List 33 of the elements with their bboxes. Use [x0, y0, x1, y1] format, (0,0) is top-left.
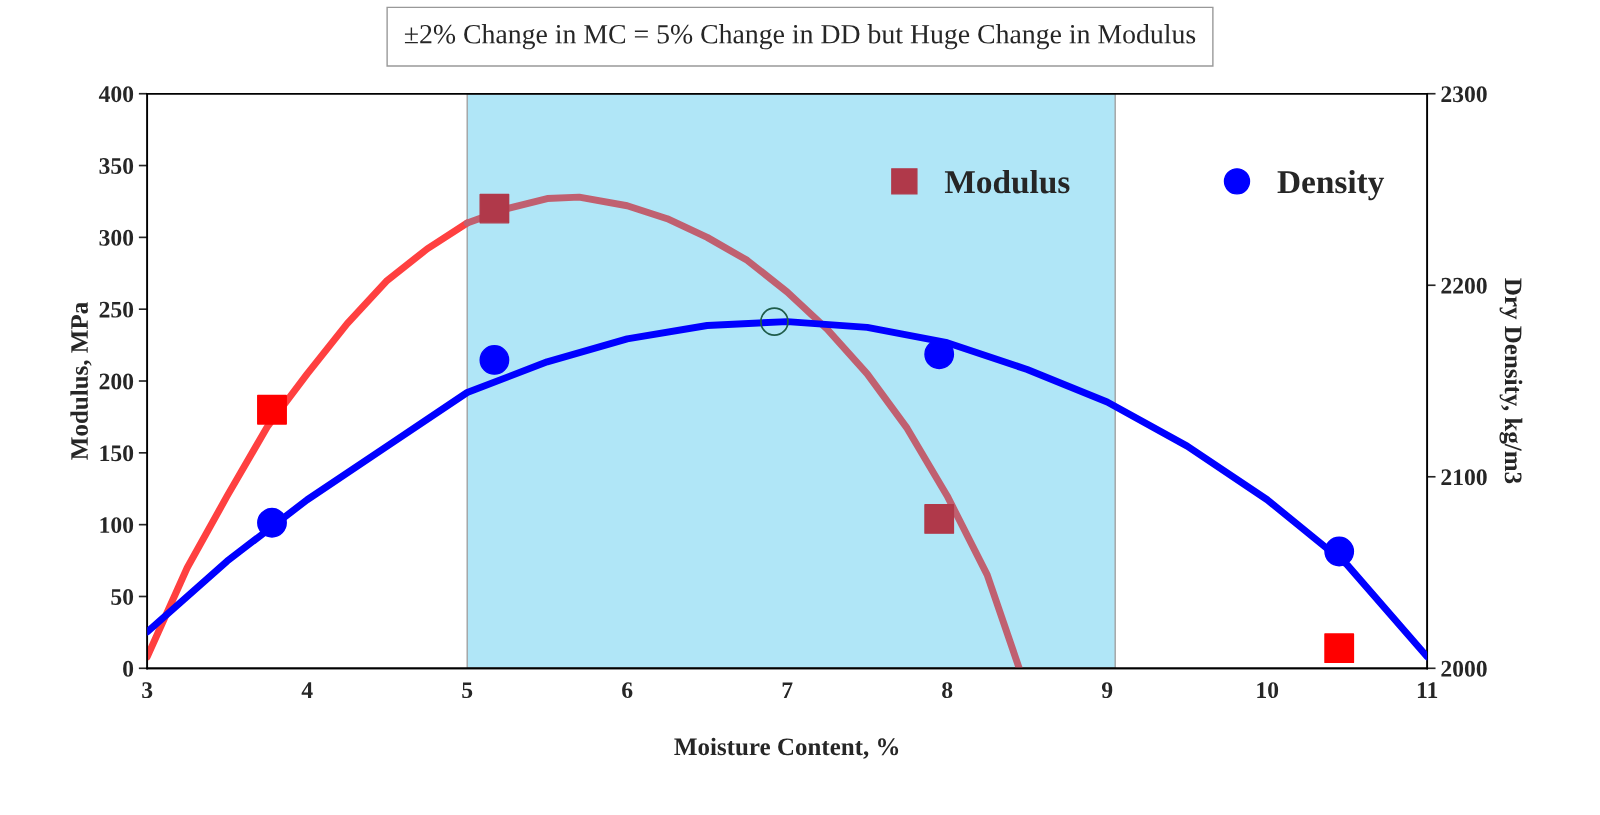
- y2-tick-label: 2000: [1441, 660, 1487, 677]
- y-tick-label: 250: [99, 301, 134, 318]
- y2-tick-label: 2200: [1441, 277, 1487, 294]
- x-tick-label: 10: [1257, 682, 1279, 699]
- x-tick-label: 5: [462, 682, 473, 699]
- legend-label: Density: [1277, 169, 1385, 201]
- y-tick-label: 150: [100, 445, 134, 462]
- chart-title: ±2% Change in MC = 5% Change in DD but Huge Change in Modulus: [404, 24, 1196, 50]
- point: [479, 193, 510, 224]
- x-tick-label: 4: [301, 682, 313, 698]
- x-tick-label: 3: [142, 682, 153, 699]
- x-tick-label: 8: [942, 682, 953, 699]
- y-axis-title: Modulus, MPa: [70, 302, 92, 460]
- point: [257, 394, 287, 425]
- y-tick-label: 350: [99, 158, 134, 174]
- x-tick-label: 9: [1101, 682, 1113, 699]
- legend-label: Modulus: [944, 169, 1070, 194]
- y-tick-label: 400: [98, 86, 134, 103]
- y2-tick-label: 2300: [1441, 86, 1487, 103]
- y-tick-label: 50: [111, 588, 134, 605]
- point: [760, 307, 789, 337]
- y2-axis-title: Dry Density, kg/m3: [1499, 278, 1523, 484]
- x-tick-label: 11: [1417, 682, 1438, 698]
- y-tick-label: 300: [99, 229, 134, 246]
- y-tick-label: 200: [99, 373, 134, 390]
- y-tick-label: 0: [123, 660, 134, 677]
- point: [924, 503, 955, 534]
- x-tick-label: 7: [782, 682, 793, 698]
- x-tick-label: 6: [622, 682, 633, 699]
- y2-tick-label: 2100: [1441, 469, 1487, 486]
- point: [1324, 633, 1355, 664]
- x-axis-title: Moisture Content, %: [674, 737, 899, 759]
- y-tick-label: 100: [100, 517, 134, 534]
